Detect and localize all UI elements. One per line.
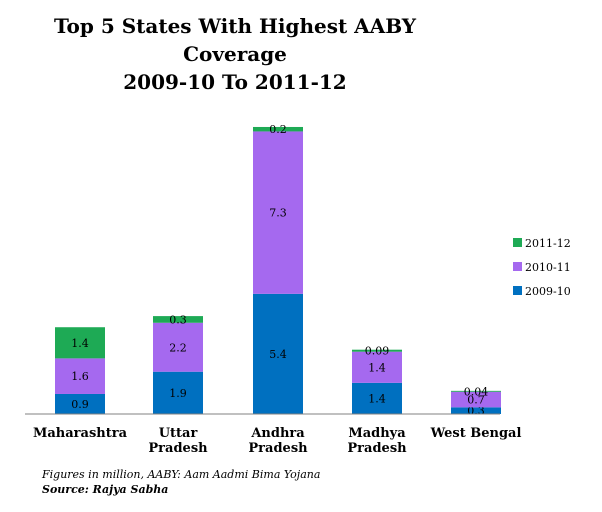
data-label-2010-11-2: 7.3 [269, 207, 287, 220]
legend: 2011-12 2010-11 2009-10 [513, 237, 571, 298]
bar-2011-12-1 [153, 316, 203, 323]
legend-swatch-2010-11 [513, 262, 522, 271]
legend-label-2009-10: 2009-10 [525, 285, 571, 298]
bar-2010-11-1 [153, 322, 203, 372]
data-label-2010-11-0: 1.6 [71, 370, 89, 383]
footnote: Figures in million, AABY: Aam Aadmi Bima… [42, 468, 321, 481]
bar-2010-11-4 [451, 391, 501, 408]
bar-2010-11-3 [352, 351, 402, 383]
chart-title-line2: 2009-10 To 2011-12 [123, 70, 347, 94]
data-label-2010-11-3: 1.4 [368, 361, 386, 374]
bar-2009-10-1 [153, 371, 203, 414]
category-label-0: Maharashtra [33, 426, 128, 441]
bar-2011-12-3 [352, 349, 402, 352]
bar-2009-10-3 [352, 382, 402, 414]
data-label-2011-12-4: 0.04 [464, 385, 489, 398]
bar-2009-10-4 [451, 407, 501, 414]
legend-swatch-2011-12 [513, 238, 522, 247]
data-label-2009-10-1: 1.9 [169, 387, 187, 400]
bar-2011-12-2 [253, 126, 303, 132]
category-label-3: Madhya Pradesh [347, 426, 407, 456]
chart-title-line1: Top 5 States With Highest AABY Coverage [53, 14, 417, 66]
bar-2009-10-2 [253, 293, 303, 414]
data-label-2009-10-2: 5.4 [269, 348, 287, 361]
data-label-2011-12-2: 0.2 [269, 123, 287, 136]
bar-2010-11-0 [55, 358, 105, 394]
legend-label-2010-11: 2010-11 [525, 261, 571, 274]
bar-2010-11-2 [253, 131, 303, 294]
legend-swatch-2009-10 [513, 286, 522, 295]
data-label-2011-12-1: 0.3 [169, 313, 187, 326]
source-note: Source: Rajya Sabha [42, 483, 169, 496]
chart-title: Top 5 States With Highest AABY Coverage … [0, 12, 470, 96]
category-label-1: Uttar Pradesh [148, 426, 208, 456]
bar-2011-12-4 [451, 390, 501, 392]
category-label-2: Andhra Pradesh [248, 426, 308, 456]
data-label-2010-11-4: 0.7 [467, 394, 485, 407]
bar-2011-12-0 [55, 327, 105, 359]
data-label-2011-12-3: 0.09 [365, 345, 390, 358]
category-label-4: West Bengal [430, 426, 522, 441]
bars-layer: 0.91.61.41.92.20.35.47.30.21.41.40.090.3… [55, 123, 501, 418]
bar-2009-10-0 [55, 393, 105, 414]
category-labels: Maharashtra Uttar Pradesh Andhra Pradesh Madh… [33, 426, 521, 456]
data-label-2011-12-0: 1.4 [71, 337, 89, 350]
legend-label-2011-12: 2011-12 [525, 237, 571, 250]
data-label-2010-11-1: 2.2 [169, 341, 187, 354]
data-label-2009-10-0: 0.9 [71, 398, 89, 411]
data-label-2009-10-3: 1.4 [368, 392, 386, 405]
